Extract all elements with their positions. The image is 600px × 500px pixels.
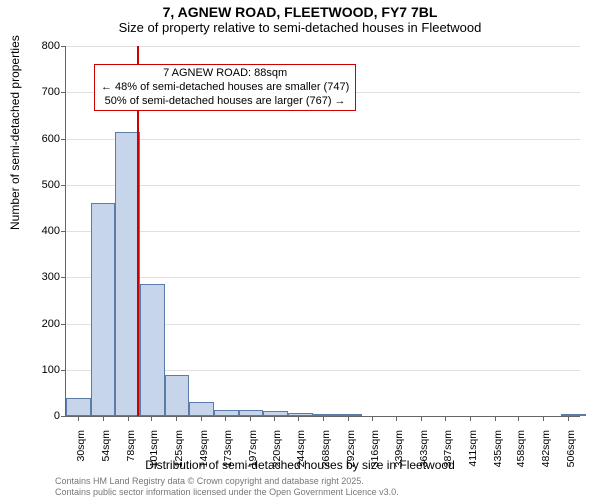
xtick-mark bbox=[78, 416, 79, 421]
xtick-label: 173sqm bbox=[222, 430, 234, 470]
xtick-label: 125sqm bbox=[173, 430, 185, 470]
ytick-mark bbox=[61, 370, 66, 371]
xtick-label: 363sqm bbox=[418, 430, 430, 470]
gridline bbox=[66, 231, 580, 232]
xtick-mark bbox=[298, 416, 299, 421]
xtick-label: 30sqm bbox=[75, 430, 87, 470]
xtick-label: 268sqm bbox=[320, 430, 332, 470]
histogram-bar bbox=[313, 414, 338, 416]
xtick-label: 149sqm bbox=[198, 430, 210, 470]
xtick-mark bbox=[250, 416, 251, 421]
xtick-label: 78sqm bbox=[125, 430, 137, 470]
ytick-mark bbox=[61, 231, 66, 232]
xtick-label: 244sqm bbox=[295, 430, 307, 470]
xtick-mark bbox=[176, 416, 177, 421]
xtick-mark bbox=[201, 416, 202, 421]
histogram-bar bbox=[561, 414, 586, 416]
xtick-mark bbox=[543, 416, 544, 421]
xtick-mark bbox=[372, 416, 373, 421]
plot-area: 7 AGNEW ROAD: 88sqm ← 48% of semi-detach… bbox=[65, 46, 580, 417]
histogram-bar bbox=[337, 414, 362, 416]
xtick-mark bbox=[396, 416, 397, 421]
xtick-label: 220sqm bbox=[271, 430, 283, 470]
xtick-label: 54sqm bbox=[100, 430, 112, 470]
gridline bbox=[66, 277, 580, 278]
xtick-label: 101sqm bbox=[148, 430, 160, 470]
ytick-mark bbox=[61, 416, 66, 417]
annotation-line1: 7 AGNEW ROAD: 88sqm bbox=[101, 67, 349, 81]
ytick-mark bbox=[61, 277, 66, 278]
footer-line1: Contains HM Land Registry data © Crown c… bbox=[55, 476, 399, 487]
ytick-label: 500 bbox=[30, 179, 60, 191]
histogram-bar bbox=[239, 410, 264, 416]
xtick-mark bbox=[128, 416, 129, 421]
footer-credits: Contains HM Land Registry data © Crown c… bbox=[55, 476, 399, 498]
xtick-mark bbox=[151, 416, 152, 421]
histogram-bar bbox=[66, 398, 91, 417]
xtick-mark bbox=[495, 416, 496, 421]
xtick-mark bbox=[274, 416, 275, 421]
histogram-bar bbox=[214, 410, 239, 416]
xtick-mark bbox=[225, 416, 226, 421]
ytick-mark bbox=[61, 92, 66, 93]
xtick-mark bbox=[518, 416, 519, 421]
xtick-label: 197sqm bbox=[247, 430, 259, 470]
xtick-mark bbox=[568, 416, 569, 421]
xtick-mark bbox=[445, 416, 446, 421]
gridline bbox=[66, 185, 580, 186]
ytick-mark bbox=[61, 139, 66, 140]
xtick-label: 506sqm bbox=[565, 430, 577, 470]
xtick-label: 435sqm bbox=[492, 430, 504, 470]
footer-line2: Contains public sector information licen… bbox=[55, 487, 399, 498]
ytick-label: 700 bbox=[30, 86, 60, 98]
ytick-mark bbox=[61, 46, 66, 47]
chart-title: 7, AGNEW ROAD, FLEETWOOD, FY7 7BL Size o… bbox=[0, 4, 600, 35]
ytick-mark bbox=[61, 185, 66, 186]
histogram-bar bbox=[91, 203, 116, 416]
xtick-mark bbox=[348, 416, 349, 421]
annotation-box: 7 AGNEW ROAD: 88sqm ← 48% of semi-detach… bbox=[94, 64, 356, 111]
histogram-bar bbox=[288, 413, 313, 416]
xtick-label: 316sqm bbox=[369, 430, 381, 470]
annotation-line2: ← 48% of semi-detached houses are smalle… bbox=[101, 81, 349, 95]
annotation-line3: 50% of semi-detached houses are larger (… bbox=[101, 95, 349, 109]
chart-container: 7, AGNEW ROAD, FLEETWOOD, FY7 7BL Size o… bbox=[0, 0, 600, 500]
xtick-mark bbox=[421, 416, 422, 421]
ytick-label: 200 bbox=[30, 318, 60, 330]
ytick-label: 600 bbox=[30, 133, 60, 145]
xtick-label: 458sqm bbox=[515, 430, 527, 470]
ytick-label: 300 bbox=[30, 271, 60, 283]
y-axis-label: Number of semi-detached properties bbox=[8, 35, 22, 230]
xtick-label: 482sqm bbox=[540, 430, 552, 470]
ytick-mark bbox=[61, 324, 66, 325]
histogram-bar bbox=[165, 375, 190, 416]
histogram-bar bbox=[140, 284, 165, 416]
xtick-label: 339sqm bbox=[393, 430, 405, 470]
ytick-label: 100 bbox=[30, 364, 60, 376]
ytick-label: 0 bbox=[30, 410, 60, 422]
ytick-label: 400 bbox=[30, 225, 60, 237]
histogram-bar bbox=[189, 402, 214, 416]
xtick-mark bbox=[103, 416, 104, 421]
gridline bbox=[66, 46, 580, 47]
xtick-mark bbox=[470, 416, 471, 421]
ytick-label: 800 bbox=[30, 40, 60, 52]
title-line2: Size of property relative to semi-detach… bbox=[0, 20, 600, 35]
xtick-label: 292sqm bbox=[345, 430, 357, 470]
xtick-label: 387sqm bbox=[442, 430, 454, 470]
xtick-mark bbox=[323, 416, 324, 421]
xtick-label: 411sqm bbox=[467, 430, 479, 470]
gridline bbox=[66, 139, 580, 140]
histogram-bar bbox=[263, 411, 288, 416]
title-line1: 7, AGNEW ROAD, FLEETWOOD, FY7 7BL bbox=[0, 4, 600, 20]
